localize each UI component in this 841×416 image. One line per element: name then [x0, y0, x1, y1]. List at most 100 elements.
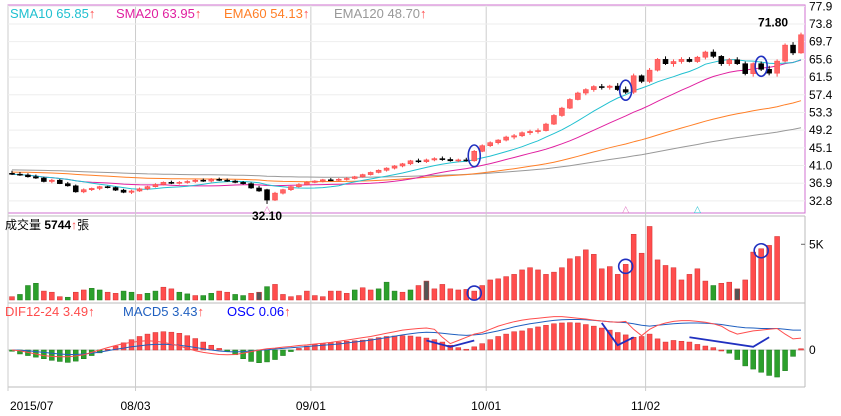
candle-body [583, 89, 589, 94]
candle-body [80, 189, 87, 193]
osc-bar [503, 333, 509, 351]
sma20-line [11, 59, 802, 187]
candle-body [49, 179, 55, 182]
osc-bar [112, 345, 119, 351]
candle-body [575, 92, 581, 100]
osc-bar [495, 336, 501, 351]
volume-bar [543, 274, 549, 301]
x-tick-label: 2015/07 [10, 399, 54, 413]
volume-bar [439, 284, 446, 301]
osc-bar [176, 333, 183, 351]
osc-bar [758, 349, 764, 373]
osc-bar [670, 340, 677, 351]
candle-body [328, 179, 334, 182]
osc-bar [599, 327, 605, 351]
macd-tick-label: 0 [809, 343, 816, 357]
price-tick-label: 69.7 [809, 35, 833, 49]
volume-bar [511, 274, 517, 301]
volume-bar [670, 267, 677, 301]
osc-bar [296, 348, 302, 351]
osc-bar [614, 332, 621, 351]
osc-bar [320, 343, 326, 351]
candle-body [503, 136, 509, 141]
candle-body [423, 159, 430, 162]
osc-bar [575, 322, 581, 351]
candle-body [256, 187, 262, 192]
candle-body [320, 179, 326, 182]
volume-bar [288, 296, 294, 301]
volume-bar [144, 293, 151, 301]
volume-bar [646, 226, 653, 301]
x-tick-label: 10/01 [471, 399, 501, 413]
ema60-line [11, 100, 802, 183]
candle-body [232, 180, 238, 183]
osc-bar [184, 335, 191, 351]
osc-bar [168, 331, 175, 351]
candle-body [65, 183, 71, 187]
volume-bar [65, 296, 71, 301]
osc-bar [104, 348, 111, 351]
volume-legend: 成交量 5744↑張 [5, 217, 89, 232]
volume-highlight-circle [466, 285, 483, 301]
osc-bar [256, 349, 262, 363]
candle-body [439, 158, 446, 160]
volume-bar [9, 296, 15, 301]
osc-bar [750, 349, 756, 370]
volume-bar [272, 284, 278, 301]
candle-body [471, 150, 478, 162]
candle-body [710, 51, 717, 57]
volume-bar [479, 285, 485, 301]
osc-bar [216, 348, 222, 351]
candle-body [383, 167, 390, 171]
sma10-line [11, 58, 802, 190]
candle-body [312, 180, 318, 183]
osc-bar [431, 339, 438, 351]
macd-line [11, 319, 801, 355]
price-tick-label: 49.2 [809, 123, 833, 137]
candle-body [606, 85, 613, 88]
volume-bar [519, 269, 525, 301]
price-legend-item: EMA120 48.70↑ [334, 6, 427, 21]
candle-body [782, 44, 788, 62]
volume-bar [567, 258, 573, 301]
macd-legend-item: OSC 0.06↑ [227, 304, 291, 319]
volume-bar [200, 295, 206, 301]
volume-bar [750, 251, 756, 301]
candle-body [654, 59, 661, 71]
osc-bar [136, 336, 143, 351]
candle-body [479, 145, 485, 152]
volume-bar [359, 287, 366, 301]
volume-bar [391, 290, 398, 301]
volume-bar [583, 249, 589, 301]
osc-bar [367, 338, 374, 351]
osc-bar [272, 349, 278, 360]
osc-bar [551, 323, 557, 351]
event-marker: △ [694, 205, 701, 215]
volume-bar [41, 290, 47, 301]
event-marker: △ [622, 205, 629, 215]
osc-bar [200, 341, 206, 351]
candle-body [559, 107, 565, 116]
candle-body [335, 179, 342, 181]
candle-body [272, 192, 278, 201]
osc-bar [240, 349, 246, 359]
osc-bar [662, 341, 669, 351]
dif-line [11, 316, 802, 358]
osc-bar [654, 338, 661, 351]
osc-bar [694, 344, 701, 351]
candle-body [670, 61, 677, 64]
volume-bar [17, 294, 23, 301]
candle-body [224, 179, 230, 182]
osc-bar [455, 347, 462, 351]
osc-bar [774, 349, 780, 378]
volume-bar [694, 268, 701, 301]
x-tick-label: 09/01 [296, 399, 326, 413]
highlight-circle [754, 55, 768, 78]
candle-body [591, 86, 597, 90]
osc-bar [463, 348, 469, 351]
osc-bar [527, 328, 533, 351]
price-tick-label: 32.8 [809, 194, 833, 208]
volume-bar [742, 279, 748, 301]
candle-body [57, 179, 63, 184]
